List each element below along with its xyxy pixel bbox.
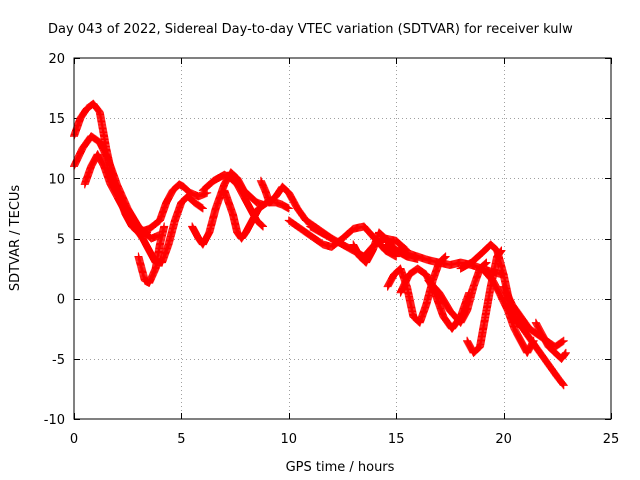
data-point: [559, 381, 568, 390]
y-axis-label: SDTVAR / TECUs: [8, 185, 23, 292]
x-tick-label: 5: [177, 432, 185, 447]
data-point: [561, 348, 570, 357]
data-point: [561, 349, 570, 358]
data-point: [481, 259, 490, 268]
data-point: [197, 203, 206, 212]
data-point: [480, 260, 489, 269]
data-point: [198, 204, 207, 213]
data-point: [95, 107, 104, 116]
y-tick-label: 5: [57, 233, 65, 248]
data-point: [441, 252, 450, 261]
y-tick-label: -10: [44, 413, 65, 428]
plot-frame: [73, 57, 612, 420]
chart-title: Day 043 of 2022, Sidereal Day-to-day VTE…: [48, 22, 573, 37]
data-point: [558, 337, 567, 346]
data-point: [558, 379, 567, 388]
y-tick-label: 0: [57, 293, 65, 308]
series-arc-9: [220, 186, 293, 243]
data-point: [559, 336, 568, 345]
data-point: [559, 380, 568, 389]
data-point: [258, 221, 267, 230]
data-point: [257, 220, 266, 229]
x-tick-label: 10: [281, 432, 298, 447]
axis-ticks: 0 5 10 15 20 25 -10 -5 0 5 10 15 20: [44, 52, 620, 447]
data-point: [196, 203, 205, 212]
series-arc-22: [510, 312, 568, 390]
data-points: [70, 99, 570, 390]
data-point: [482, 258, 491, 267]
data-point: [439, 254, 448, 263]
data-point: [284, 204, 293, 213]
x-tick-label: 0: [70, 432, 78, 447]
y-tick-label: 15: [48, 112, 65, 127]
y-tick-label: -5: [52, 353, 65, 368]
x-tick-label: 25: [603, 432, 620, 447]
x-axis-label: GPS time / hours: [286, 460, 395, 475]
y-tick-label: 10: [48, 172, 65, 187]
series-arc-6: [134, 180, 212, 237]
series-arc-3: [80, 150, 152, 237]
y-tick-label: 20: [48, 52, 65, 67]
data-point: [557, 338, 566, 347]
series-arc-5: [138, 192, 207, 267]
series-arc-23: [531, 318, 570, 363]
x-tick-label: 15: [388, 432, 405, 447]
data-point: [259, 222, 268, 231]
data-point: [560, 350, 569, 359]
x-tick-label: 20: [495, 432, 512, 447]
data-point: [440, 253, 449, 262]
data-point: [160, 222, 169, 231]
